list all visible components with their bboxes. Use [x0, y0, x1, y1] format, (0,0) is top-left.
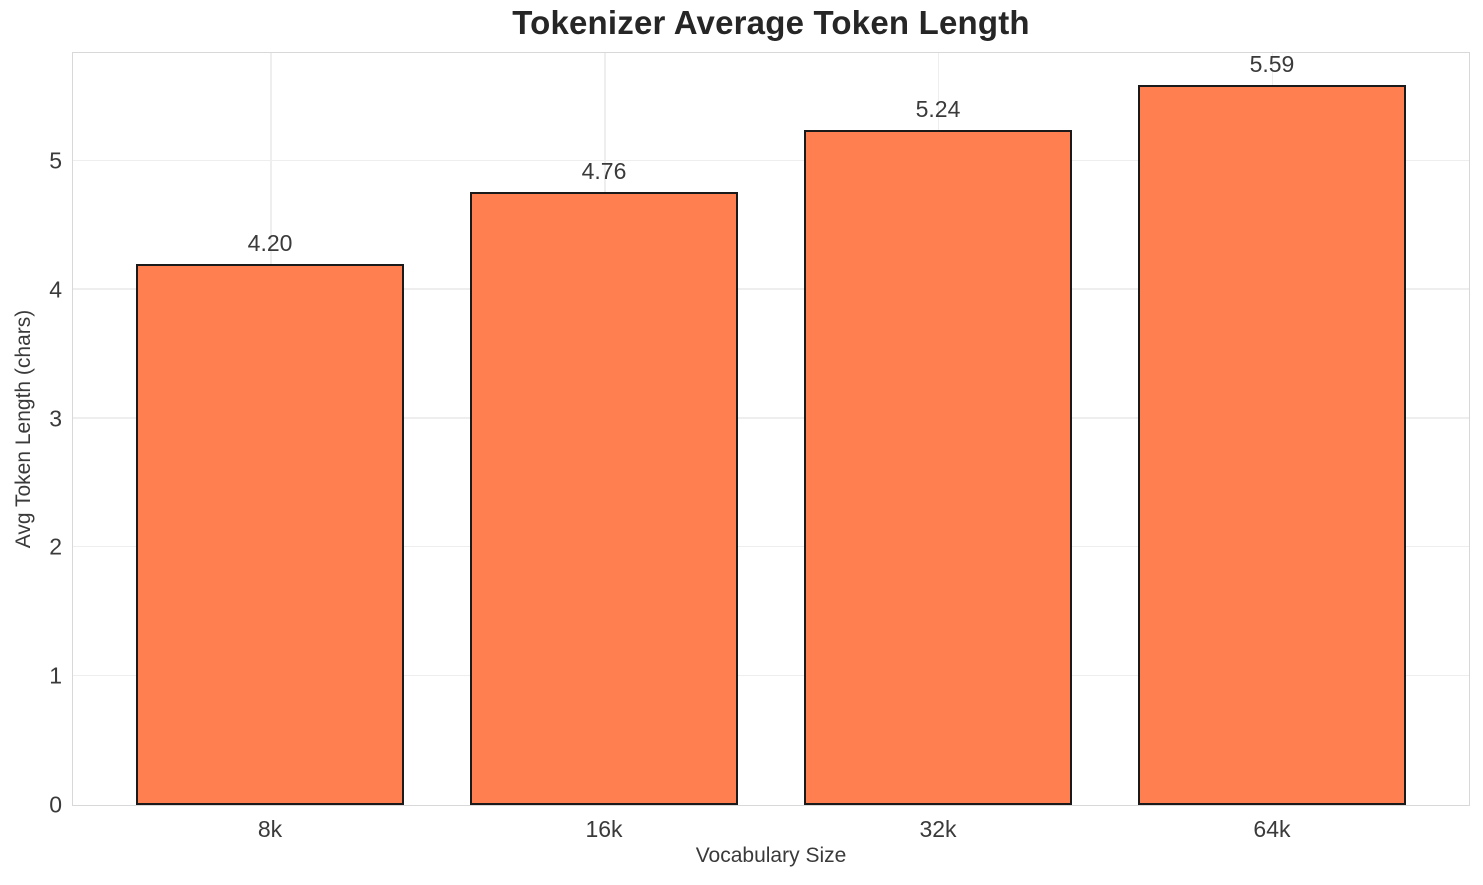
plot-area: 0 1 2 3 4 5 4.20 8k 4.76 16k 5.24 32k 5.59 64k: [49, 51, 1470, 841]
x-tick-label-16k: 16k: [585, 816, 623, 842]
y-tick-label-2: 2: [49, 533, 62, 560]
bar-32k: [804, 130, 1072, 805]
x-tick-label-32k: 32k: [919, 816, 957, 842]
bar-value-label-32k: 5.24: [915, 96, 961, 123]
y-axis-label: Avg Token Length (chars): [12, 309, 35, 549]
h-gridline-3: [73, 417, 1469, 419]
y-tick-label-4: 4: [49, 276, 62, 303]
h-gridline-4: [73, 288, 1469, 290]
h-gridline-2: [73, 545, 1469, 548]
h-gridline-1: [73, 674, 1469, 677]
bar-16k: [470, 192, 738, 805]
y-tick-label-3: 3: [49, 405, 62, 432]
bar-64k: [1138, 85, 1406, 805]
h-gridline-5: [73, 159, 1469, 162]
chart-title: Tokenizer Average Token Length: [512, 4, 1030, 41]
bar-8k: [136, 264, 404, 805]
x-axis-label: Vocabulary Size: [695, 844, 847, 867]
y-tick-label-0: 0: [49, 791, 62, 818]
bar-value-label-8k: 4.20: [247, 230, 293, 257]
x-tick-label-8k: 8k: [257, 816, 283, 842]
y-tick-label-5: 5: [49, 147, 62, 174]
y-tick-label-1: 1: [49, 662, 62, 689]
bar-value-label-16k: 4.76: [581, 158, 627, 185]
bar-value-label-64k: 5.59: [1249, 51, 1295, 78]
x-tick-label-64k: 64k: [1253, 816, 1291, 842]
